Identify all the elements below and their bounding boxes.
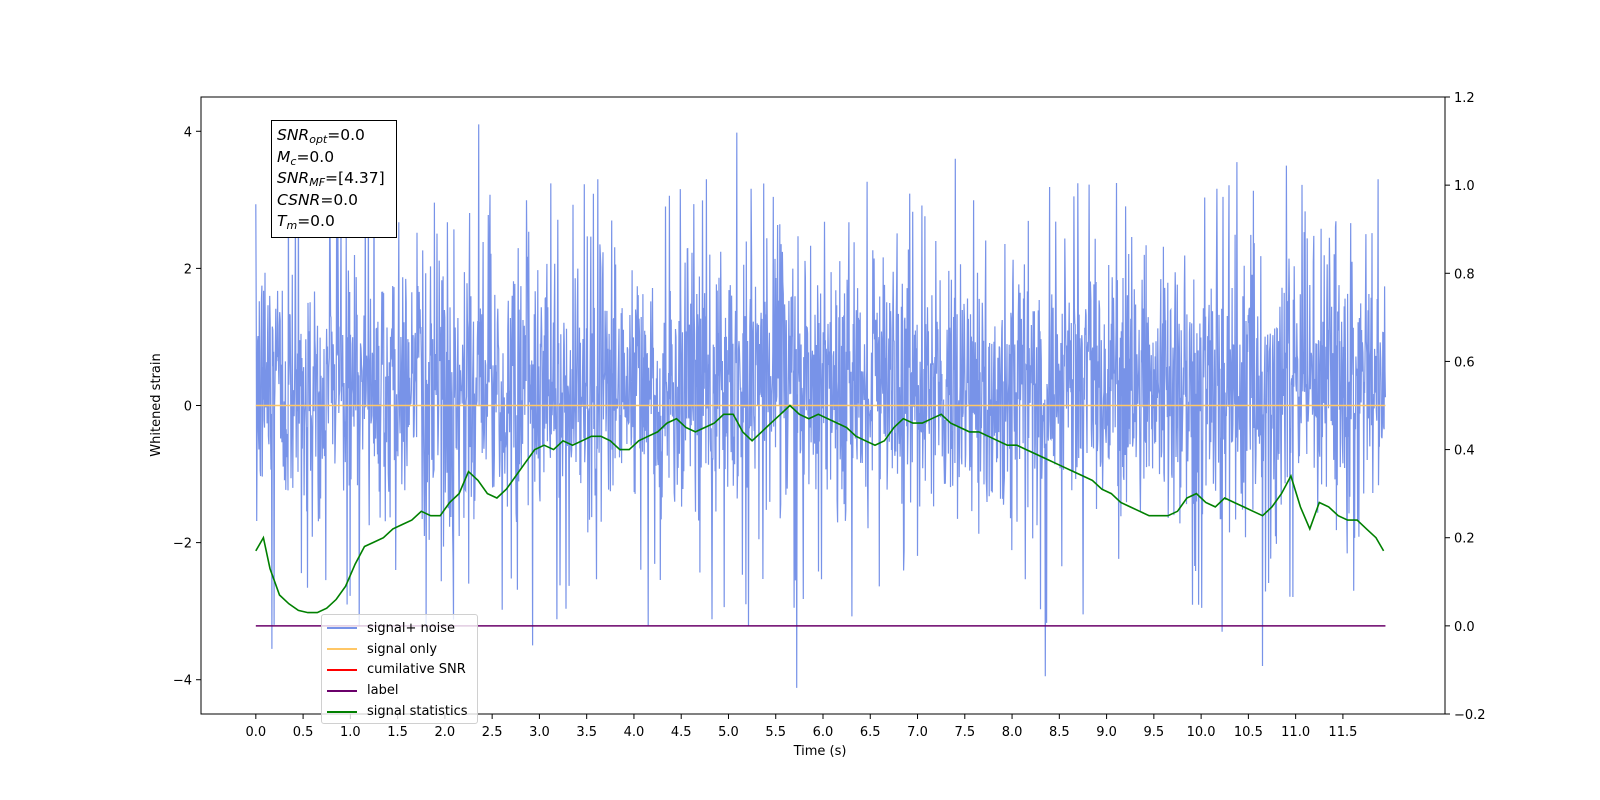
x-tick-label: 8.0: [1002, 725, 1023, 740]
snr-mf-row: SNRMF=[4.37]: [277, 169, 385, 189]
y-axis-ticks: −4 −2 0 2 4: [173, 125, 201, 689]
x-tick-label: 3.5: [576, 725, 597, 740]
y2-tick-label: 0.0: [1454, 620, 1475, 635]
legend-label: signal+ noise: [367, 620, 456, 636]
x-tick-label: 0.5: [293, 725, 314, 740]
tm-row: Tm=0.0: [277, 212, 335, 232]
x-tick-label: 4.5: [671, 725, 692, 740]
y-tick-label: 2: [184, 262, 192, 277]
x-tick-label: 11.5: [1328, 725, 1357, 740]
legend-item-label: label: [327, 680, 477, 701]
y-tick-label: 4: [184, 125, 192, 140]
legend-item-signal-noise: signal+ noise: [327, 618, 477, 639]
x-tick-label: 11.0: [1281, 725, 1310, 740]
x-axis-ticks: 0.0 0.5 1.0 1.5 2.0 2.5 3.0 3.5 4.0 4.5 5.0 5.5 6.0 6…: [245, 714, 1357, 740]
y2-tick-label: 0.4: [1454, 444, 1475, 459]
x-tick-label: 4.0: [624, 725, 645, 740]
x-tick-label: 6.5: [860, 725, 881, 740]
y2-tick-label: 0.6: [1454, 355, 1475, 370]
legend-swatch: [327, 627, 357, 630]
y-tick-label: −4: [173, 674, 192, 689]
y2-tick-label: 0.8: [1454, 267, 1475, 282]
x-tick-label: 6.0: [813, 725, 834, 740]
legend-swatch: [327, 689, 357, 692]
x-tick-label: 7.5: [954, 725, 975, 740]
y-tick-label: 0: [184, 400, 192, 415]
x-tick-label: 10.0: [1187, 725, 1216, 740]
x-tick-label: 1.5: [387, 725, 408, 740]
x-tick-label: 1.0: [340, 725, 361, 740]
y2-axis-ticks: −0.2 0.0 0.2 0.4 0.6 0.8 1.0 1.2: [1445, 91, 1486, 723]
x-tick-label: 5.5: [765, 725, 786, 740]
legend-label: signal statistics: [367, 704, 468, 720]
y-axis-label: Whitened strain: [149, 353, 164, 456]
legend: signal+ noise signal only cumilative SNR…: [321, 614, 478, 724]
x-axis-label: Time (s): [793, 744, 847, 759]
csnr-row: CSNR=0.0: [277, 190, 358, 209]
x-tick-label: 9.5: [1144, 725, 1165, 740]
x-tick-label: 9.0: [1096, 725, 1117, 740]
y2-tick-label: 1.0: [1454, 179, 1475, 194]
y2-tick-label: −0.2: [1454, 708, 1486, 723]
x-tick-label: 5.0: [718, 725, 739, 740]
x-tick-label: 8.5: [1049, 725, 1070, 740]
legend-label: cumilative SNR: [367, 662, 466, 678]
snr-opt-row: SNRopt=0.0: [277, 126, 365, 146]
x-tick-label: 2.0: [435, 725, 456, 740]
legend-item-cumulative-snr: cumilative SNR: [327, 660, 477, 681]
legend-swatch: [327, 668, 357, 671]
x-tick-label: 2.5: [482, 725, 503, 740]
noise-series: [255, 124, 1386, 688]
y-tick-label: −2: [173, 537, 192, 552]
x-tick-label: 3.0: [529, 725, 550, 740]
x-tick-label: 7.0: [907, 725, 928, 740]
legend-swatch: [327, 648, 357, 651]
legend-item-signal-only: signal only: [327, 639, 477, 660]
legend-label: signal only: [367, 641, 438, 657]
mc-row: Mc=0.0: [277, 147, 335, 168]
legend-swatch: [327, 710, 357, 713]
legend-label: label: [367, 683, 399, 699]
y2-tick-label: 1.2: [1454, 91, 1475, 106]
y2-tick-label: 0.2: [1454, 532, 1475, 547]
noise-trace: [255, 124, 1386, 688]
signal-statistics-line: [255, 404, 1385, 614]
legend-item-signal-statistics: signal statistics: [327, 701, 477, 722]
metrics-box: SNRopt=0.0 Mc=0.0 SNRMF=[4.37] CSNR=0.0 …: [271, 120, 397, 238]
x-tick-label: 0.0: [245, 725, 266, 740]
x-tick-label: 10.5: [1234, 725, 1263, 740]
signal-statistics-series: [255, 404, 1385, 614]
